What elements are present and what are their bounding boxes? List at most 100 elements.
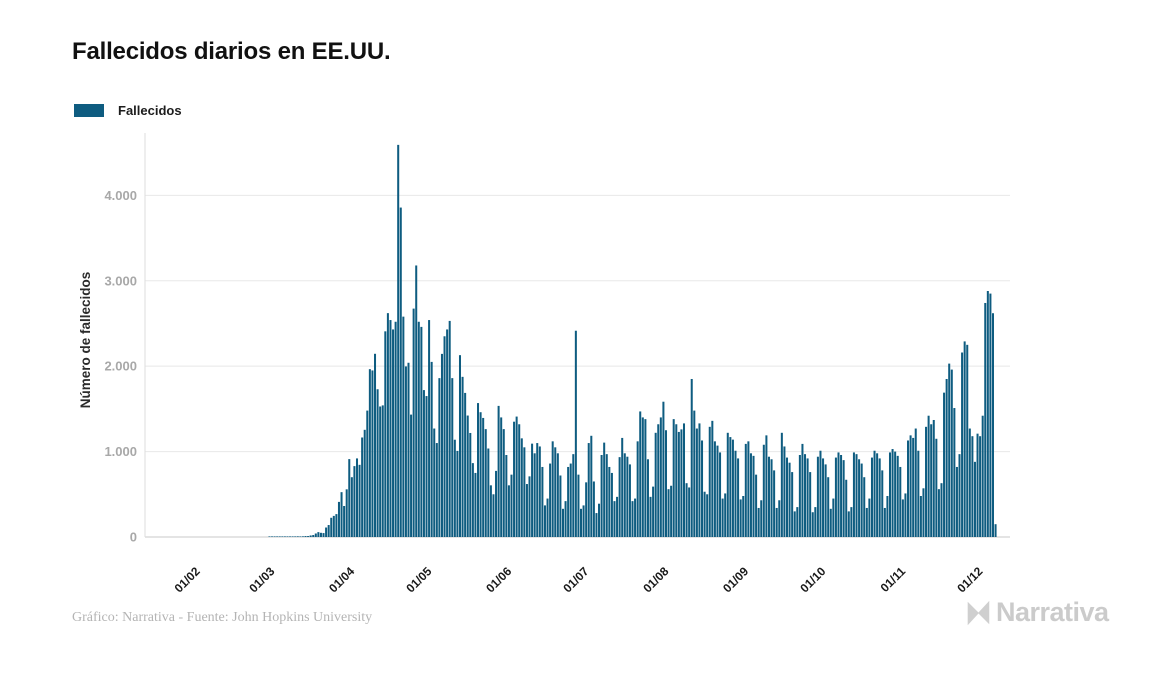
bar <box>701 440 704 537</box>
y-tick-label: 2.000 <box>104 359 137 374</box>
chart-credit: Gráfico: Narrativa - Fuente: John Hopkin… <box>72 610 373 625</box>
bar <box>569 463 572 537</box>
bar <box>484 429 487 537</box>
bar <box>994 524 997 537</box>
bar <box>502 429 505 537</box>
bar <box>922 488 925 537</box>
bar <box>659 417 662 537</box>
bar <box>896 455 899 537</box>
bar <box>301 536 304 537</box>
bar <box>932 419 935 537</box>
bar <box>842 460 845 537</box>
bar <box>981 415 984 537</box>
bar <box>489 485 492 537</box>
bar <box>332 515 335 537</box>
bar <box>330 517 333 537</box>
bar <box>384 331 387 537</box>
bar <box>852 452 855 537</box>
bar <box>376 389 379 537</box>
bar <box>757 507 760 537</box>
bar <box>971 436 974 537</box>
bar <box>979 436 982 537</box>
bar <box>850 507 853 537</box>
legend: Fallecidos <box>74 103 182 118</box>
bar <box>312 535 315 537</box>
bar <box>816 456 819 537</box>
bar <box>873 450 876 537</box>
narrativa-n-icon <box>967 600 990 625</box>
bar <box>963 341 966 537</box>
bar <box>435 443 438 537</box>
legend-swatch <box>74 104 104 117</box>
x-tick-label: 01/11 <box>878 564 909 595</box>
bar <box>927 415 930 537</box>
bar <box>404 366 407 537</box>
bar <box>899 466 902 537</box>
bar <box>456 450 459 537</box>
bar <box>577 474 580 537</box>
bar <box>386 313 389 537</box>
bar <box>505 455 508 537</box>
bar <box>422 390 425 537</box>
y-tick-label: 3.000 <box>104 273 137 288</box>
y-axis-tick-labels: 0 1.000 2.000 3.000 4.000 <box>104 188 137 545</box>
bar <box>363 429 366 537</box>
bar <box>888 452 891 537</box>
bar <box>876 453 879 537</box>
bar <box>322 533 325 537</box>
bar <box>487 448 490 537</box>
bar <box>348 459 351 537</box>
bar <box>706 494 709 537</box>
bar <box>399 207 402 537</box>
bar <box>806 458 809 537</box>
bar <box>762 444 765 537</box>
bar <box>474 472 477 537</box>
bar <box>379 406 382 537</box>
bar <box>564 501 567 537</box>
bar <box>536 443 539 537</box>
bar <box>533 453 536 537</box>
bar <box>417 321 420 537</box>
bar <box>289 536 292 537</box>
bar <box>366 410 369 537</box>
x-tick-label: 01/05 <box>403 564 434 595</box>
bar <box>989 293 992 537</box>
bar <box>801 443 804 537</box>
bar <box>662 401 665 537</box>
bar <box>724 493 727 537</box>
bar <box>613 501 616 537</box>
bar <box>958 454 961 537</box>
bar <box>966 344 969 537</box>
bar <box>716 445 719 537</box>
bar <box>428 320 431 537</box>
bar <box>953 408 956 537</box>
bar <box>855 454 858 537</box>
bar <box>832 498 835 537</box>
bars <box>268 144 997 537</box>
bar <box>286 536 289 537</box>
bar <box>847 511 850 537</box>
bar <box>935 438 938 537</box>
bar <box>448 320 451 537</box>
bar <box>497 405 500 537</box>
bar <box>531 443 534 537</box>
bar <box>420 326 423 537</box>
bar <box>719 452 722 537</box>
bar <box>822 458 825 537</box>
bar <box>657 424 660 537</box>
bar <box>319 532 322 537</box>
bar <box>798 455 801 537</box>
bar <box>919 496 922 537</box>
bar <box>407 362 410 537</box>
bar <box>739 499 742 537</box>
bar <box>371 370 374 537</box>
bar <box>345 489 348 537</box>
bar <box>543 505 546 537</box>
bar <box>688 487 691 537</box>
bar <box>793 511 796 537</box>
bar <box>770 459 773 537</box>
bar <box>785 457 789 537</box>
bar <box>742 496 745 537</box>
bar <box>600 455 603 537</box>
bar <box>937 489 940 537</box>
